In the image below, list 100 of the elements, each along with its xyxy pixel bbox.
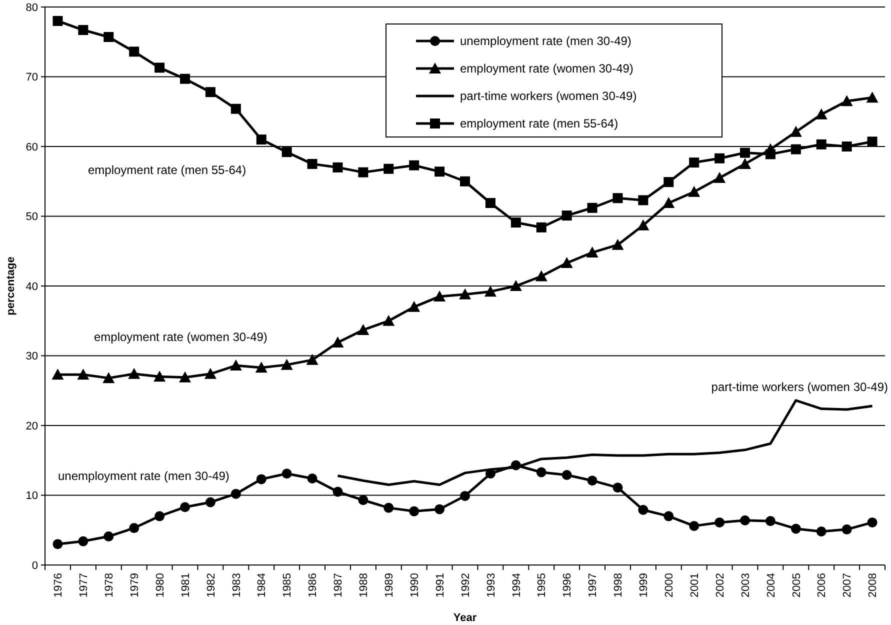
point bbox=[154, 370, 166, 382]
point bbox=[740, 148, 750, 158]
point bbox=[638, 504, 648, 515]
y-tick-label: 70 bbox=[26, 72, 38, 84]
point bbox=[434, 290, 446, 302]
point bbox=[52, 368, 64, 380]
x-axis-title: Year bbox=[453, 612, 478, 624]
point bbox=[612, 193, 623, 204]
point bbox=[790, 144, 801, 154]
x-tick-label: 1976 bbox=[52, 573, 65, 598]
point bbox=[384, 164, 394, 174]
point bbox=[816, 139, 826, 150]
point bbox=[664, 177, 674, 188]
y-tick-label: 10 bbox=[26, 490, 38, 502]
point bbox=[205, 497, 216, 508]
point bbox=[307, 158, 318, 169]
point bbox=[230, 360, 242, 371]
legend-label: part-time workers (women 30-49) bbox=[460, 89, 637, 104]
point bbox=[129, 523, 140, 534]
x-tick-label: 1982 bbox=[205, 573, 218, 598]
x-tick-label: 1998 bbox=[612, 573, 625, 598]
x-tick-label: 2008 bbox=[867, 573, 880, 598]
point bbox=[612, 238, 624, 250]
point bbox=[637, 219, 650, 230]
point bbox=[434, 166, 445, 177]
point bbox=[154, 62, 165, 73]
point bbox=[484, 286, 496, 297]
point bbox=[867, 136, 878, 147]
y-axis-title: percentage bbox=[5, 256, 17, 316]
x-tick-label: 1977 bbox=[78, 573, 90, 598]
point bbox=[256, 134, 266, 145]
point bbox=[765, 149, 776, 160]
point bbox=[307, 474, 318, 484]
x-tick-label: 1981 bbox=[180, 573, 192, 598]
point bbox=[77, 368, 90, 380]
x-tick-label: 2007 bbox=[842, 573, 854, 598]
point bbox=[714, 153, 725, 164]
annotation: part-time workers (women 30-49) bbox=[711, 380, 888, 394]
point bbox=[816, 526, 826, 537]
point bbox=[104, 531, 114, 542]
x-tick-label: 1992 bbox=[460, 573, 472, 598]
x-tick-label: 1979 bbox=[128, 573, 141, 598]
point bbox=[256, 474, 266, 484]
point bbox=[535, 270, 548, 282]
point bbox=[205, 87, 216, 98]
x-tick-label: 1986 bbox=[307, 573, 320, 598]
point bbox=[714, 517, 725, 528]
point bbox=[790, 126, 802, 137]
point bbox=[840, 95, 853, 106]
point bbox=[358, 167, 368, 178]
x-tick-label: 2001 bbox=[688, 573, 701, 598]
point bbox=[815, 108, 828, 120]
x-tick-label: 1978 bbox=[103, 573, 116, 598]
point bbox=[204, 368, 216, 379]
point bbox=[562, 210, 572, 221]
point bbox=[664, 511, 674, 522]
x-tick-label: 1984 bbox=[256, 573, 268, 598]
y-tick-label: 60 bbox=[26, 141, 38, 154]
y-tick-label: 0 bbox=[32, 560, 38, 572]
point bbox=[280, 358, 293, 370]
point bbox=[510, 218, 521, 228]
x-tick-label: 1995 bbox=[536, 573, 548, 598]
point bbox=[78, 25, 88, 36]
x-tick-label: 1987 bbox=[332, 573, 345, 598]
point bbox=[154, 511, 165, 522]
point bbox=[460, 490, 470, 501]
point bbox=[358, 495, 368, 506]
point bbox=[536, 222, 546, 232]
point bbox=[306, 354, 318, 365]
x-tick-label: 1980 bbox=[154, 573, 166, 598]
point bbox=[842, 524, 852, 534]
point bbox=[459, 288, 471, 300]
point bbox=[52, 16, 63, 26]
point bbox=[688, 186, 700, 197]
annotation: employment rate (women 30-49) bbox=[94, 330, 268, 344]
point bbox=[714, 172, 726, 183]
point bbox=[102, 372, 115, 384]
point bbox=[586, 246, 598, 258]
point bbox=[180, 74, 190, 84]
point bbox=[180, 502, 190, 512]
x-tick-label: 1985 bbox=[282, 573, 294, 598]
point bbox=[179, 371, 191, 382]
x-tick-label: 2000 bbox=[663, 573, 676, 598]
x-tick-label: 1991 bbox=[434, 573, 446, 598]
point bbox=[662, 197, 675, 208]
point bbox=[510, 280, 522, 291]
x-tick-label: 2006 bbox=[816, 573, 828, 598]
point bbox=[587, 476, 598, 486]
x-tick-label: 2003 bbox=[740, 573, 752, 598]
point bbox=[408, 300, 420, 312]
point bbox=[689, 158, 700, 168]
y-tick-label: 80 bbox=[26, 2, 38, 14]
legend-label: employment rate (women 30-49) bbox=[460, 62, 634, 76]
point bbox=[129, 46, 140, 57]
point bbox=[332, 336, 344, 348]
point bbox=[282, 147, 292, 158]
point bbox=[562, 470, 572, 480]
point bbox=[739, 158, 751, 169]
point bbox=[867, 517, 878, 528]
point bbox=[689, 520, 700, 531]
